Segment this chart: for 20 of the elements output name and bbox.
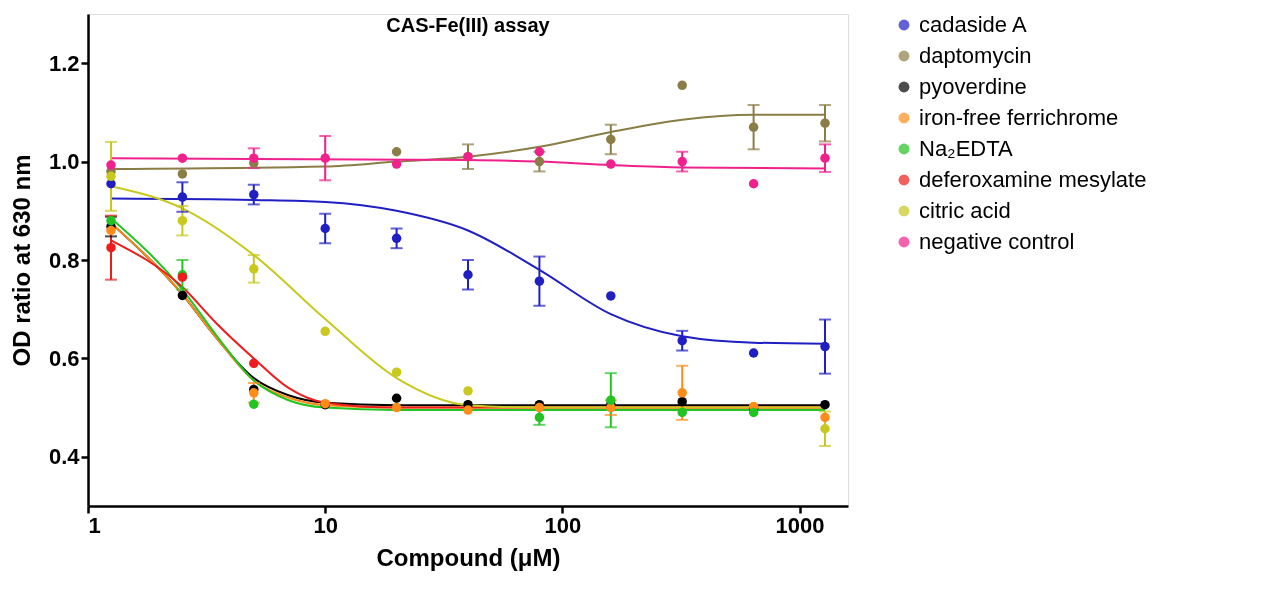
x-tick-label: 1000 — [775, 512, 825, 538]
y-tick-label: 0.8 — [48, 247, 80, 273]
y-tick-label: 0.4 — [48, 444, 81, 470]
legend-label: cadaside A — [919, 12, 1027, 37]
x-tick-label: 1 — [88, 512, 101, 538]
x-tick-label: 10 — [313, 512, 338, 538]
y-axis-title: OD ratio at 630 nm — [7, 154, 35, 367]
x-tick-label: 100 — [544, 512, 582, 538]
x-axis-title: Compound (μM) — [376, 543, 561, 571]
legend-label: iron-free ferrichrome — [919, 105, 1119, 130]
legend-label: pyoverdine — [919, 74, 1027, 99]
legend-label: daptomycin — [919, 43, 1032, 68]
y-tick-label: 0.6 — [48, 345, 80, 371]
legend-label: citric acid — [919, 198, 1011, 223]
y-tick-label: 1.2 — [48, 50, 80, 76]
y-tick-label: 1.0 — [48, 149, 80, 175]
legend-label: deferoxamine mesylate — [919, 167, 1147, 192]
legend-label: Na₂EDTA — [919, 136, 1014, 161]
chart-title: CAS-Fe(III) assay — [386, 14, 551, 36]
legend-label: negative control — [919, 229, 1075, 254]
